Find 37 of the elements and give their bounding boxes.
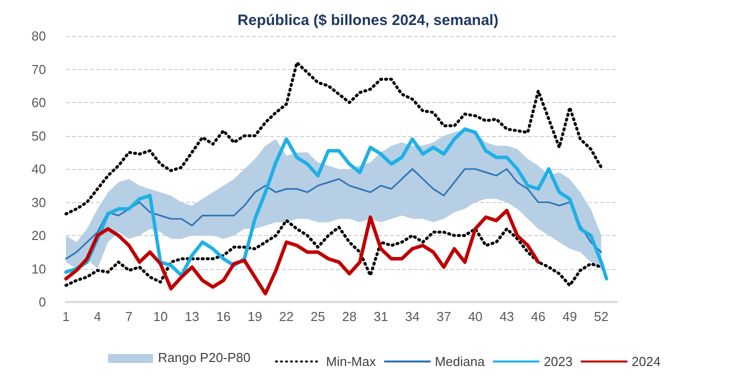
x-tick-label: 40	[468, 309, 483, 324]
legend-label: 2023	[544, 354, 573, 369]
x-tick-label: 43	[500, 309, 514, 324]
x-tick-label: 13	[184, 309, 200, 324]
y-tick-label: 80	[32, 28, 46, 44]
line-series	[64, 61, 603, 216]
line-series	[64, 219, 603, 287]
y-tick-label: 20	[32, 228, 46, 243]
x-tick-label: 16	[216, 309, 231, 324]
x-tick-label: 46	[531, 309, 546, 324]
legend-label: Min-Max	[326, 354, 376, 369]
x-tick-label: 19	[248, 309, 262, 324]
x-tick-label: 28	[342, 309, 357, 324]
y-tick-label: 70	[32, 62, 46, 77]
x-tick-label: 10	[153, 309, 168, 324]
y-tick-label: 60	[32, 95, 46, 110]
x-tick-label: 49	[562, 309, 578, 324]
y-tick-label: 0	[38, 294, 46, 310]
line-series	[64, 208, 540, 296]
y-tick-label: 40	[32, 162, 46, 176]
x-tick-label: 25	[310, 309, 326, 324]
x-tick-label: 7	[125, 309, 133, 324]
chart-title: República ($ billones 2024, semanal)	[238, 12, 498, 29]
y-tick-label: 30	[32, 194, 46, 210]
legend-label: 2024	[632, 354, 661, 369]
y-tick-label: 50	[32, 128, 46, 144]
text: Rango P20-P80	[158, 350, 251, 366]
x-tick-label: 1	[62, 309, 70, 324]
x-tick-label: 52	[594, 309, 608, 324]
y-tick-label: 10	[32, 261, 46, 276]
x-tick-label: 37	[436, 309, 452, 324]
x-tick-label: 31	[374, 309, 388, 324]
x-tick-label: 4	[94, 309, 102, 324]
line-series	[65, 168, 602, 260]
x-tick-label: 22	[279, 309, 294, 324]
legend-label: Mediana	[434, 354, 486, 369]
x-tick-label: 34	[405, 309, 420, 324]
